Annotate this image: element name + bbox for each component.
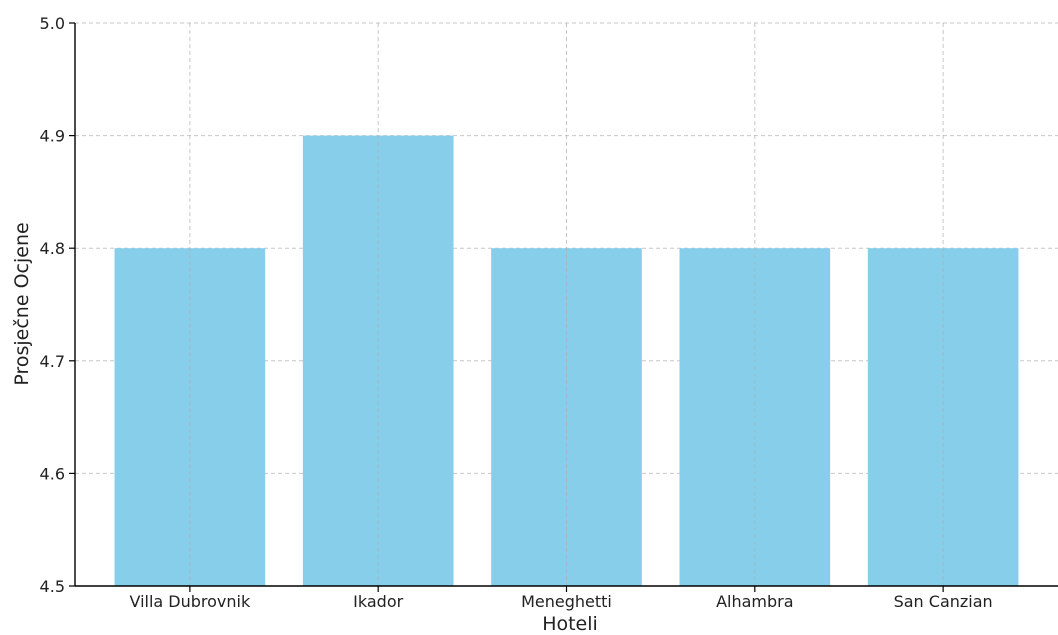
y-tick-label: 4.9 [40, 127, 65, 146]
y-tick-label: 4.8 [40, 239, 65, 258]
x-tick-label: Ikador [353, 592, 403, 611]
y-tick-label: 5.0 [40, 14, 65, 33]
x-tick-label: Meneghetti [521, 592, 612, 611]
x-tick-label: Villa Dubrovnik [129, 592, 251, 611]
y-axis-ticks: 4.5 4.6 4.7 4.8 4.9 5.0 [40, 14, 75, 596]
y-tick-label: 4.6 [40, 464, 65, 483]
x-axis-ticks: Villa Dubrovnik Ikador Meneghetti Alhambra S… [129, 586, 993, 611]
y-axis-title: Prosječne Ocjene [11, 222, 33, 385]
x-tick-label: San Canzian [894, 592, 993, 611]
x-tick-label: Alhambra [716, 592, 793, 611]
y-tick-label: 4.5 [40, 577, 65, 596]
y-tick-label: 4.7 [40, 352, 65, 371]
x-axis-title: Hoteli [542, 613, 598, 635]
